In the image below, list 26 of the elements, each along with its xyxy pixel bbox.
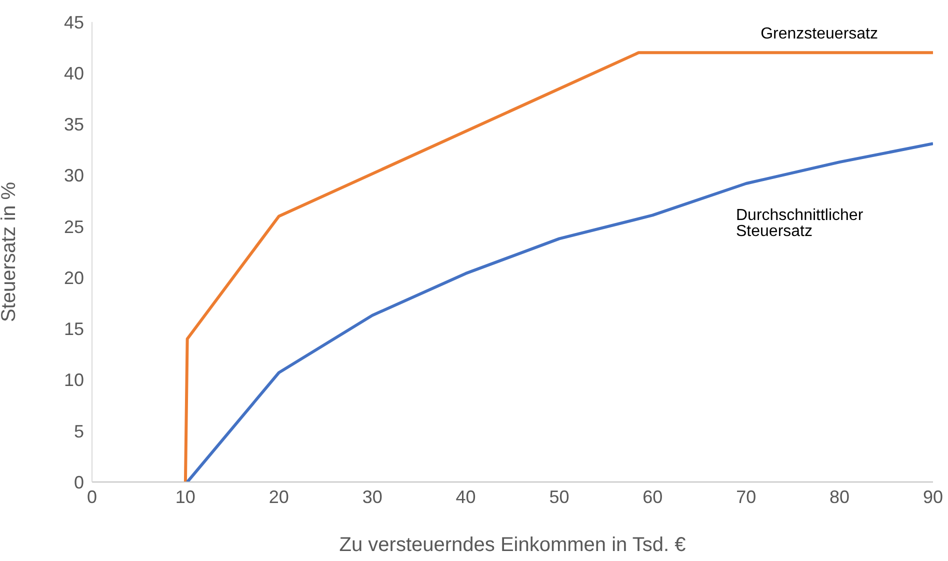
y-tick-label: 10 xyxy=(64,370,84,390)
x-tick-label: 80 xyxy=(830,486,850,507)
x-tick-label: 0 xyxy=(86,486,98,507)
y-axis-title: Steuersatz in % xyxy=(0,182,20,322)
x-tick-label: 40 xyxy=(456,486,476,507)
y-tick-label: 15 xyxy=(64,319,84,340)
x-tick-label: 20 xyxy=(268,486,289,507)
y-tick-label: 20 xyxy=(64,268,84,288)
series-label: Durchschnittlicher Steuersatz xyxy=(736,207,864,240)
x-tick-label: 10 xyxy=(175,486,196,507)
y-tick-label: 5 xyxy=(74,421,84,442)
x-axis-title: Zu versteuerndes Einkommen in Tsd. € xyxy=(339,534,686,556)
x-tick-label: 50 xyxy=(549,486,570,507)
x-tick-label: 60 xyxy=(642,486,663,507)
y-tick-label: 45 xyxy=(64,12,84,32)
series-label: Grenzsteuersatz xyxy=(760,26,878,43)
line-series xyxy=(184,51,933,482)
y-tick-label: 40 xyxy=(64,64,84,84)
y-tick-label: 0 xyxy=(74,472,84,492)
x-tick-label: 30 xyxy=(362,486,382,507)
y-tick-label: 35 xyxy=(64,114,84,135)
x-tick-label: 70 xyxy=(736,486,756,507)
y-tick-label: 30 xyxy=(64,166,84,186)
y-tick-label: 25 xyxy=(64,216,84,237)
line-series xyxy=(186,142,933,482)
x-tick-label: 90 xyxy=(922,486,944,507)
